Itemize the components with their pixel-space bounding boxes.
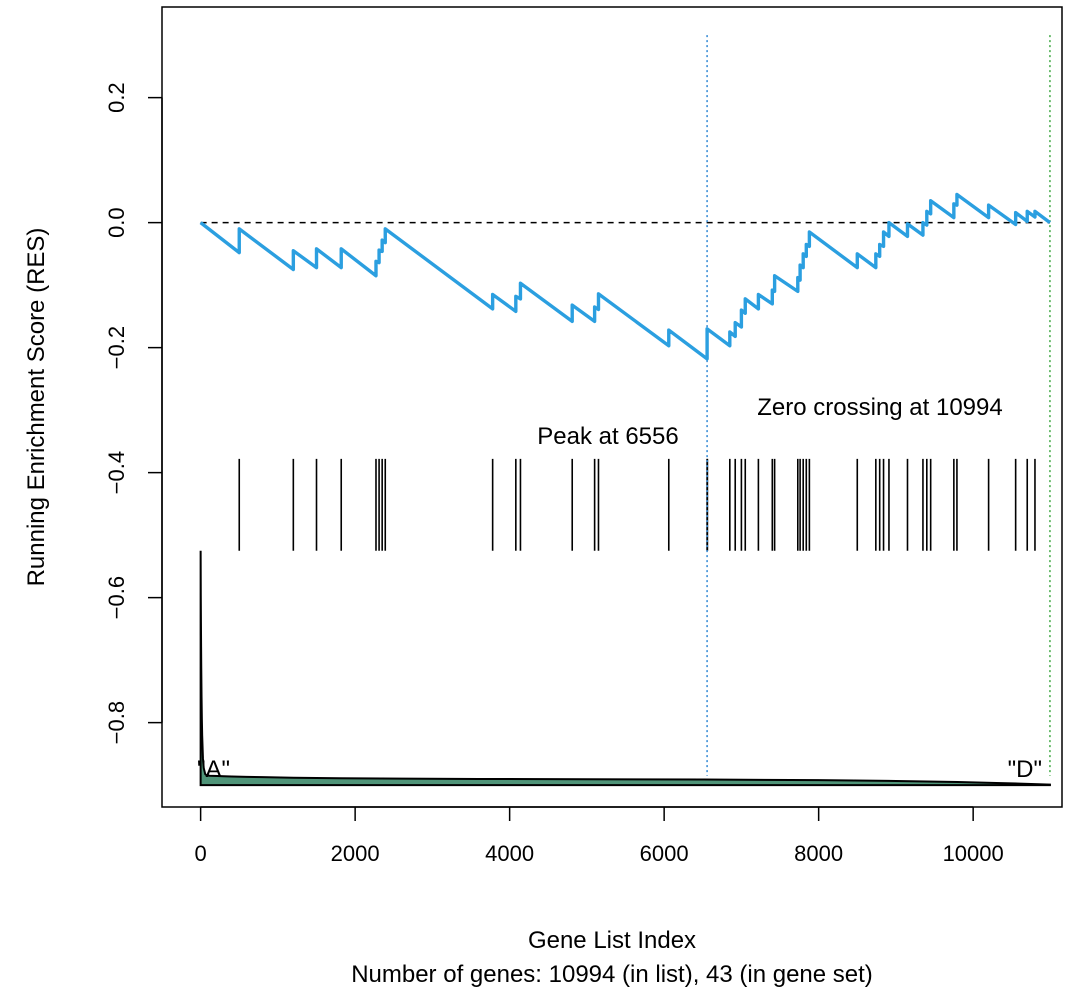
y-tick-label: −0.6 — [104, 576, 129, 619]
x-tick-label: 10000 — [943, 841, 1004, 866]
zero-crossing-label: Zero crossing at 10994 — [757, 394, 1002, 421]
res-line — [199, 192, 1051, 361]
y-tick-label: 0.2 — [104, 82, 129, 113]
x-tick-label: 4000 — [485, 841, 534, 866]
y-tick-label: 0.0 — [104, 207, 129, 238]
y-axis-title: Running Enrichment Score (RES) — [23, 228, 50, 587]
y-tick-label: −0.2 — [104, 326, 129, 369]
y-tick-label: −0.4 — [104, 451, 129, 494]
x-axis-title: Gene List Index — [528, 927, 696, 954]
peak-label: Peak at 6556 — [537, 423, 678, 450]
running-enrichment-score — [199, 192, 1051, 361]
x-tick-label: 6000 — [640, 841, 689, 866]
label-d: "D" — [1008, 756, 1042, 783]
y-tick-label: −0.8 — [104, 701, 129, 744]
x-tick-label: 0 — [195, 841, 207, 866]
gene-set-hits — [238, 458, 1036, 551]
ranked-metric-area — [199, 550, 1051, 787]
ranked-list-metric — [199, 550, 1051, 787]
x-axis: 0 2000 4000 6000 8000 10000 — [195, 806, 1004, 866]
x-tick-label: 8000 — [794, 841, 843, 866]
x-axis-subtitle: Number of genes: 10994 (in list), 43 (in… — [351, 961, 873, 988]
label-a: "A" — [197, 756, 230, 783]
y-axis: 0.2 0.0 −0.2 −0.4 −0.6 −0.8 — [104, 82, 163, 744]
x-tick-label: 2000 — [331, 841, 380, 866]
